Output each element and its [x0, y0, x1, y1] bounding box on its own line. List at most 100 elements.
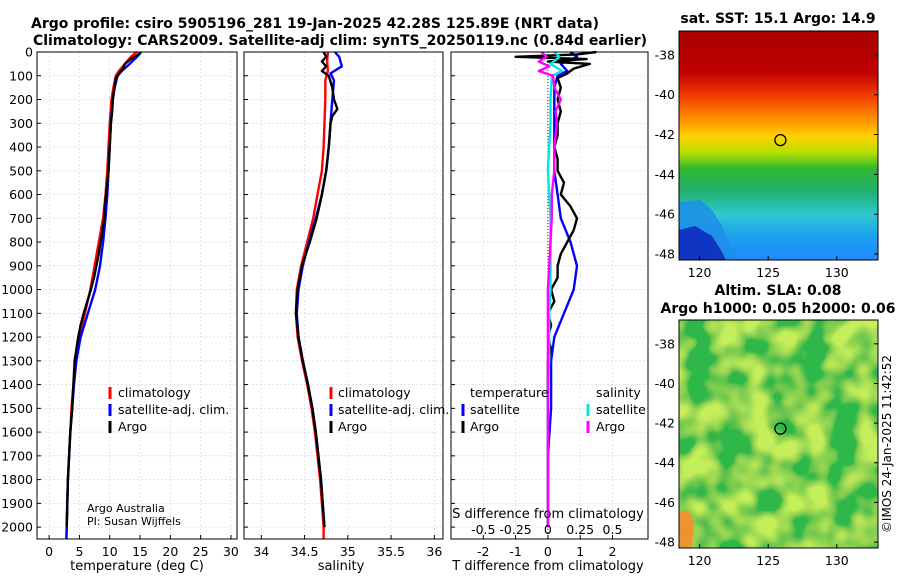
ytick-label: 1300 [1, 353, 33, 368]
salinity-xlabel: salinity [318, 559, 365, 574]
xtick-label: 30 [223, 544, 239, 559]
credit-line2: PI: Susan Wijffels [87, 515, 181, 528]
s-difference-xlabel: S difference from climatology [452, 507, 644, 522]
xtick2-label: -0.25 [499, 522, 531, 537]
ytick-label: 100 [9, 68, 33, 83]
temperature-legend: climatology satellite-adj. clim. Argo [108, 385, 229, 434]
ytick-label: 400 [9, 140, 33, 155]
map-ytick-label: -38 [655, 336, 675, 351]
difference-axes-frame [450, 51, 649, 540]
series-argo [65, 51, 142, 528]
xtick-label: 20 [162, 544, 178, 559]
legend3-s-satellite-label: satellite [596, 402, 646, 417]
xtick-label: 1 [576, 544, 584, 559]
legend-argo-label: Argo [118, 419, 147, 434]
sst-map: sat. SST: 15.1 Argo: 14.9 120 125 130 -48 -4… [655, 11, 879, 280]
legend3-t-satellite-label: satellite [470, 402, 520, 417]
xtick-label: -2 [477, 544, 489, 559]
xtick-label: 10 [102, 544, 118, 559]
map-ytick-label: -40 [655, 87, 675, 102]
sla-map-title-line1: Altim. SLA: 0.08 [714, 283, 841, 299]
series-temperature-satellite [546, 51, 579, 528]
series-salinity-argo [537, 51, 562, 528]
xtick2-label: 0 [544, 522, 552, 537]
xtick-label: 35.5 [377, 544, 405, 559]
ytick-label: 800 [9, 235, 33, 250]
legend-climatology-label: climatology [118, 385, 191, 400]
sla-map: Altim. SLA: 0.08 Argo h1000: 0.05 h2000:… [655, 283, 896, 568]
xtick-label: 36 [426, 544, 442, 559]
figure-title-line2: Climatology: CARS2009. Satellite-adj cli… [33, 33, 647, 49]
sla-map-title-line2: Argo h1000: 0.05 h2000: 0.06 [660, 301, 895, 317]
map-xtick-label: 120 [688, 265, 712, 280]
map-xtick-label: 130 [825, 265, 849, 280]
map-ytick-label: -42 [655, 416, 675, 431]
ytick-label: 1600 [1, 425, 33, 440]
legend2-argo-label: Argo [338, 419, 367, 434]
ytick-label: 600 [9, 187, 33, 202]
salinity-legend: climatology satellite-adj. clim. Argo [329, 385, 449, 434]
xtick-label: 25 [193, 544, 209, 559]
salinity-panel: 34 34.5 35 35.5 36 salinity climatology sate… [243, 51, 449, 574]
sst-map-title: sat. SST: 15.1 Argo: 14.9 [680, 11, 875, 27]
map-ytick-label: -48 [655, 535, 675, 550]
ytick-label: 1000 [1, 282, 33, 297]
xtick-label: 35 [340, 544, 356, 559]
credit-line1: Argo Australia [87, 502, 165, 515]
sla-map-frame [678, 319, 879, 549]
legend2-satellite-label: satellite-adj. clim. [338, 402, 449, 417]
legend-satellite-label: satellite-adj. clim. [118, 402, 229, 417]
temperature-panel: 0100200300400500600700800900100011001200… [1, 45, 239, 575]
map-ytick-label: -42 [655, 127, 675, 142]
ytick-label: 1200 [1, 330, 33, 345]
series-climatology [65, 51, 138, 540]
map-ytick-label: -46 [655, 207, 675, 222]
ytick-label: 1100 [1, 306, 33, 321]
difference-panel: -2 -1 0 1 2 -0.5 -0.25 0 0.25 0.5 T difference fr… [450, 50, 649, 574]
xtick-label: 34 [253, 544, 269, 559]
t-difference-xlabel: T difference from climatology [451, 559, 644, 574]
xtick2-label: 0.5 [603, 522, 623, 537]
temperature-axes-frame [36, 51, 238, 540]
map-ytick-label: -46 [655, 495, 675, 510]
series-climatology [294, 51, 330, 539]
difference-legend: temperature satellite Argo salinity sate… [461, 385, 646, 434]
sst-argo-location-marker [774, 133, 787, 147]
legend2-climatology-label: climatology [338, 385, 411, 400]
temperature-xlabel: temperature (deg C) [70, 559, 204, 574]
xtick2-label: 0.25 [566, 522, 594, 537]
legend3-salinity-title: salinity [596, 385, 641, 400]
ytick-label: 2000 [1, 520, 33, 535]
map-ytick-label: -40 [655, 376, 675, 391]
ytick-label: 1400 [1, 377, 33, 392]
map-xtick-label: 120 [688, 553, 712, 568]
ytick-label: 0 [25, 45, 33, 60]
xtick2-label: -0.5 [471, 522, 495, 537]
ytick-label: 1500 [1, 401, 33, 416]
map-xtick-label: 125 [756, 265, 780, 280]
ytick-label: 300 [9, 116, 33, 131]
salinity-axes-frame [243, 51, 444, 540]
xtick-label: 2 [608, 544, 616, 559]
xtick-label: 5 [75, 544, 83, 559]
ytick-label: 700 [9, 211, 33, 226]
xtick-label: 15 [132, 544, 148, 559]
map-xtick-label: 125 [756, 553, 780, 568]
sla-argo-location-marker [774, 422, 787, 435]
map-ytick-label: -44 [655, 455, 675, 470]
ytick-label: 900 [9, 258, 33, 273]
map-xtick-label: 130 [825, 553, 849, 568]
legend3-temperature-title: temperature [470, 385, 549, 400]
ytick-label: 1700 [1, 448, 33, 463]
ytick-label: 500 [9, 163, 33, 178]
xtick-label: -1 [509, 544, 521, 559]
xtick-label: 34.5 [291, 544, 319, 559]
ytick-label: 1900 [1, 496, 33, 511]
legend3-s-argo-label: Argo [596, 419, 625, 434]
imos-timestamp: ©IMOS 24-Jan-2025 11:42:52 [880, 355, 894, 533]
xtick-label: 0 [544, 544, 552, 559]
series-argo [294, 51, 339, 528]
map-ytick-label: -38 [655, 47, 675, 62]
figure-title-line1: Argo profile: csiro 5905196_281 19-Jan-2… [31, 16, 599, 32]
